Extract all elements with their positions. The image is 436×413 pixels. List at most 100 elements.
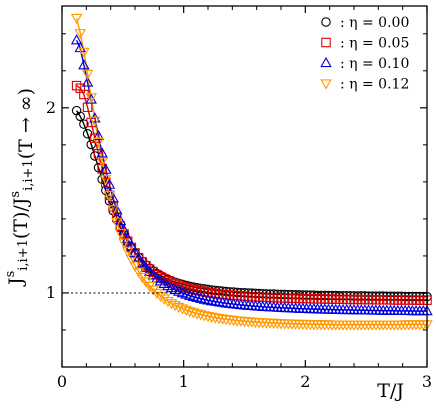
data-point [187,308,200,319]
data-point [154,291,167,303]
data-point [169,301,181,312]
data-point [202,294,214,305]
data-point [227,315,240,327]
data-point [96,157,108,168]
data-point [100,175,112,186]
data-point [148,267,159,277]
data-point [141,260,151,271]
data-point [187,290,200,301]
x-tick-label: 1 [179,372,189,391]
data-point [198,311,211,322]
data-point [79,89,89,100]
data-point [191,291,203,302]
x-tick-label: 2 [300,372,310,391]
data-point [78,59,90,70]
series-line [76,110,428,298]
data-point [143,265,156,276]
legend-label: : η = 0.00 [340,15,409,31]
data-markers [70,13,433,331]
data-point [209,313,222,324]
data-point [97,174,107,185]
series-line [76,85,427,301]
data-point [92,129,105,141]
data-point [121,232,134,243]
data-point [79,119,89,129]
data-point [81,69,94,81]
data-point [177,281,188,292]
data-point [121,247,134,258]
data-point [125,254,138,266]
data-point [70,34,83,45]
legend-label: : η = 0.10 [340,56,409,72]
data-point [195,286,206,296]
data-point [191,309,203,320]
x-axis-label: T/J [377,380,404,402]
legend: : η = 0.00 : η = 0.05 : η = 0.10 : η = 0.12 [320,15,409,93]
data-point [205,312,218,323]
data-point [93,162,104,173]
axis-ticks: 0 1 2 3 1 2 [46,6,432,391]
data-point [103,178,116,189]
data-point [118,238,130,249]
data-point [213,313,225,325]
plot-frame [61,5,428,368]
data-point [213,296,225,307]
data-point [192,285,202,295]
series-square-points [71,80,432,305]
data-point [216,296,229,307]
data-point [75,83,86,93]
legend-label: : η = 0.05 [340,36,409,52]
series-circle-points [71,105,432,302]
data-point [176,304,189,315]
data-point [111,204,123,215]
data-point [107,205,119,216]
data-point [209,295,222,306]
data-point [173,302,185,314]
legend-label: : η = 0.12 [340,77,409,93]
data-point [224,297,236,308]
data-point [194,310,207,321]
data-point [184,307,196,318]
data-point [70,13,83,25]
data-point [103,191,116,202]
data-point [78,47,90,59]
data-point [129,246,141,257]
data-point [111,217,123,228]
data-point [92,137,105,149]
series-line [75,17,427,326]
data-point [216,314,229,325]
x-tick-label: 3 [422,372,432,391]
data-point [114,214,127,226]
data-point [114,228,127,240]
data-point [194,292,207,303]
data-point [89,116,101,127]
legend-marker [321,37,331,48]
y-tick-label: 2 [46,98,56,117]
data-point [180,305,192,317]
data-point [151,288,163,300]
y-tick-label: 1 [46,283,56,302]
data-point [85,93,97,104]
data-point [96,147,108,158]
data-point [143,281,156,293]
y-axis-label: Jsi,i+1(T)/Jsi,i+1(T → ∞) [3,88,37,287]
data-point [202,311,214,323]
data-point [75,111,86,122]
data-point [74,41,86,53]
series-line [75,39,427,312]
data-point [198,293,211,304]
data-point [140,261,152,272]
legend-marker [320,56,332,68]
data-point [81,76,94,87]
legend-marker [321,17,331,27]
legend-marker [320,79,332,90]
data-point [74,29,86,40]
data-point [147,285,159,296]
data-point [100,163,112,174]
x-tick-label: 0 [57,372,67,391]
series-triangle-down-points [70,13,433,331]
data-point [129,261,141,272]
data-point [205,294,218,306]
data-point [132,267,145,278]
